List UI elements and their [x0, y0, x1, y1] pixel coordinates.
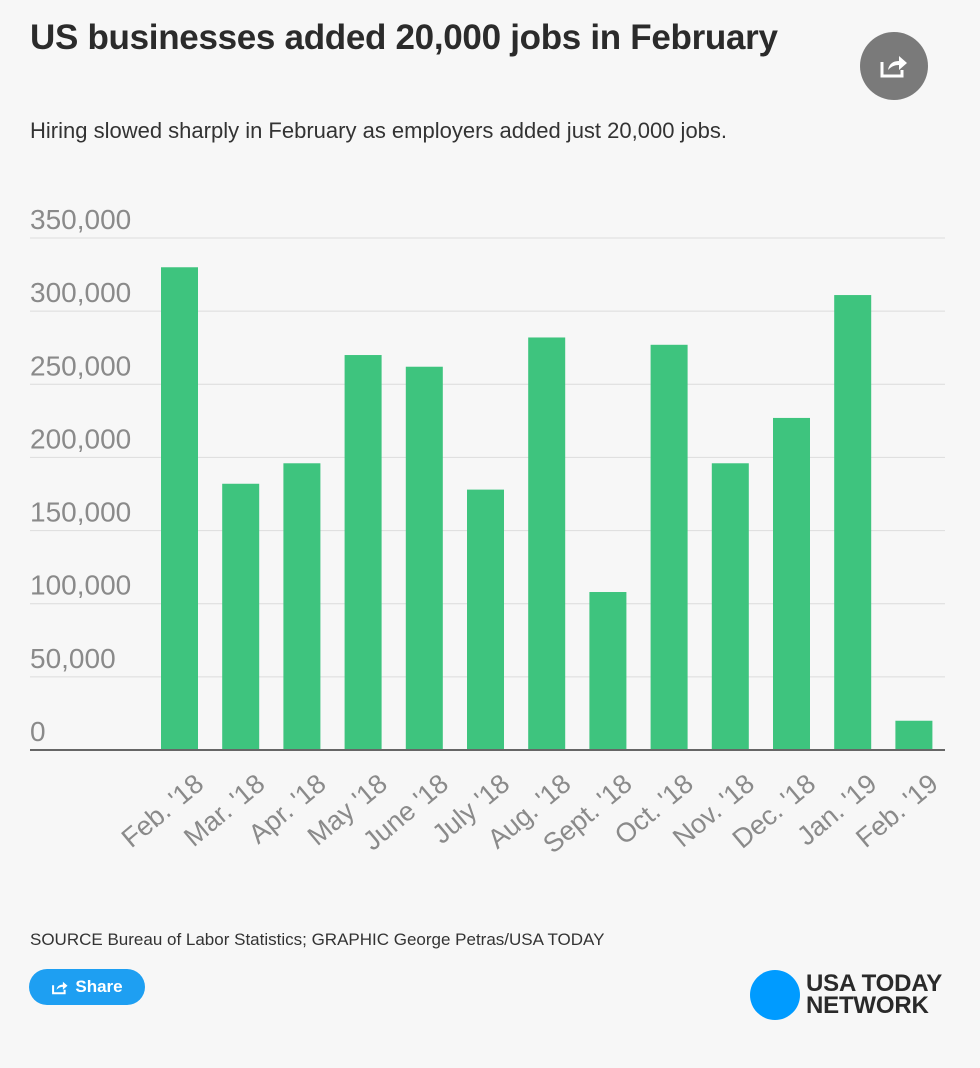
y-tick-label: 150,000: [30, 497, 131, 528]
usa-today-network-logo: USA TODAY NETWORK: [750, 970, 942, 1020]
bar: [161, 267, 198, 750]
bar: [467, 489, 504, 750]
bar: [222, 483, 260, 750]
y-tick-label: 0: [30, 716, 46, 747]
share-icon: [52, 981, 68, 994]
bar-chart: 0 50,000 100,000 150,000 200,000 250,000 300,0…: [30, 204, 945, 859]
source-credit: SOURCE Bureau of Labor Statistics; GRAPH…: [30, 930, 605, 949]
y-tick-label: 50,000: [30, 643, 116, 674]
chart-subtitle: Hiring slowed sharply in February as emp…: [30, 118, 728, 143]
share-button-label: Share: [75, 977, 123, 996]
bar: [773, 417, 810, 750]
bar: [528, 337, 566, 750]
share-icon-button[interactable]: [860, 32, 928, 100]
bar: [834, 295, 872, 750]
logo-circle-icon: [750, 970, 800, 1020]
y-tick-label: 350,000: [30, 204, 131, 235]
y-tick-label: 200,000: [30, 423, 131, 454]
logo-line-1: USA TODAY: [806, 970, 943, 997]
chart-title: US businesses added 20,000 jobs in Febru…: [30, 18, 778, 57]
share-icon: [880, 56, 907, 78]
bar: [711, 463, 749, 750]
y-tick-label: 100,000: [30, 570, 131, 601]
bar: [589, 592, 627, 750]
bar: [283, 463, 321, 750]
share-button[interactable]: Share: [29, 969, 145, 1005]
y-tick-label: 300,000: [30, 277, 131, 308]
bar: [405, 366, 443, 750]
logo-line-2: NETWORK: [806, 992, 929, 1019]
bar: [650, 344, 688, 750]
y-tick-label: 250,000: [30, 350, 131, 381]
bar: [344, 355, 382, 750]
bar: [895, 720, 933, 750]
